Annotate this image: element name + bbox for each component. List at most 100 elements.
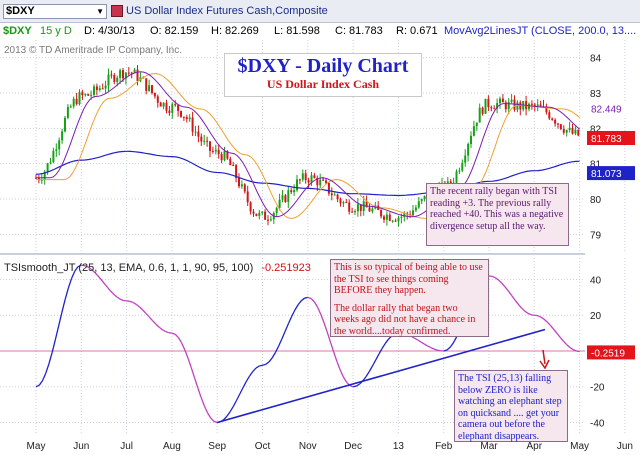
- candle-body: [255, 213, 258, 216]
- candle-body: [516, 102, 519, 110]
- tsi-segment: [420, 341, 425, 345]
- candle-body: [336, 194, 339, 200]
- candle-body: [362, 201, 365, 211]
- candle-body: [290, 190, 293, 193]
- candle-body: [43, 171, 46, 180]
- tsi-segment: [239, 387, 244, 395]
- candle-body: [197, 131, 200, 137]
- tsi-segment: [368, 365, 374, 372]
- y-tick-label-tsi: 40: [590, 275, 602, 286]
- candle-body: [261, 211, 264, 213]
- tsi-segment: [229, 405, 234, 413]
- label-ma-long-bg: [587, 166, 635, 181]
- candle-body: [136, 69, 139, 81]
- candle-body: [110, 74, 113, 76]
- candle-body: [342, 202, 345, 204]
- tsi-segment: [511, 295, 516, 301]
- annotation-tsi-typical-a: This is so typical of being able to use …: [334, 262, 483, 296]
- tsi-segment: [336, 361, 341, 371]
- candle-body: [423, 195, 426, 200]
- tsi-segment: [333, 351, 338, 362]
- candle-body: [528, 103, 530, 110]
- tsi-segment: [300, 297, 305, 302]
- candle-body: [470, 135, 472, 145]
- tsi-segment: [96, 274, 102, 280]
- y-tick-label-price: 81: [590, 160, 602, 171]
- candle-body: [313, 175, 316, 178]
- candle-body: [394, 220, 397, 222]
- candle-body: [507, 101, 510, 110]
- info-symbol: $DXY: [3, 25, 32, 37]
- tsi-trend-line: [216, 328, 546, 424]
- candle-body: [243, 184, 246, 192]
- candle-body: [200, 136, 203, 142]
- tsi-segment: [200, 396, 205, 406]
- tsi-segment: [501, 282, 506, 288]
- candle-body: [95, 86, 98, 90]
- tsi-segment: [329, 341, 335, 353]
- tsi-segment: [537, 315, 542, 318]
- tsi-segment: [135, 303, 140, 308]
- x-tick-label: Mar: [480, 441, 498, 452]
- x-tick-label: Jun: [73, 441, 89, 452]
- tsi-segment: [384, 338, 390, 344]
- tsi-segment: [177, 337, 183, 344]
- candle-body: [84, 94, 87, 96]
- candle-body: [281, 195, 284, 200]
- tsi-segment: [291, 309, 296, 317]
- tsi-segment: [93, 271, 98, 276]
- tsi-segment: [54, 325, 60, 340]
- tsi-segment: [517, 303, 522, 309]
- candle-body: [258, 212, 261, 216]
- candle-body: [322, 179, 325, 181]
- candle-body: [504, 102, 507, 110]
- tsi-segment: [527, 312, 532, 316]
- instrument-title: US Dollar Index Futures Cash,Composite: [126, 5, 328, 17]
- y-tick-label-tsi: 20: [590, 311, 602, 322]
- candle-body: [400, 216, 403, 218]
- candle-body: [104, 85, 107, 89]
- tsi-segment: [259, 364, 263, 367]
- candle-body: [316, 177, 319, 186]
- tsi-segment: [100, 278, 105, 284]
- candle-body: [55, 149, 58, 151]
- tsi-segment: [572, 349, 577, 352]
- candle-body: [116, 77, 119, 82]
- chevron-down-icon[interactable]: ▼: [96, 6, 104, 16]
- tsi-segment: [540, 316, 545, 320]
- panel-divider: [0, 253, 585, 255]
- copyright-text: 2013 © TD Ameritrade IP Company, Inc.: [4, 45, 183, 56]
- candle-body: [551, 118, 554, 120]
- label-ma-long: 81.073: [591, 169, 622, 180]
- candle-body: [174, 104, 177, 106]
- candle-body: [565, 129, 568, 133]
- candle-body: [188, 117, 191, 120]
- candle-body: [130, 72, 133, 74]
- toolbar: $DXY ▼ US Dollar Index Futures Cash,Comp…: [0, 0, 640, 23]
- candle-body: [98, 88, 101, 90]
- symbol-input[interactable]: $DXY ▼: [3, 3, 107, 19]
- tsi-segment: [268, 357, 273, 363]
- candle-body: [559, 124, 562, 130]
- tsi-segment: [307, 296, 312, 300]
- tsi-segment: [223, 415, 228, 421]
- tsi-segment: [553, 328, 558, 334]
- label-ma-short-bg: [587, 101, 635, 116]
- candle-body: [171, 104, 174, 113]
- tsi-segment: [271, 352, 276, 359]
- candle-body: [383, 216, 385, 220]
- candle-body: [296, 179, 298, 191]
- tsi-segment: [543, 318, 548, 323]
- candle-body: [78, 92, 81, 105]
- x-tick-label: Jul: [120, 441, 133, 452]
- candle-body: [449, 181, 452, 185]
- candle-body: [81, 92, 84, 96]
- candle-body: [284, 195, 287, 203]
- tsi-segment: [129, 300, 134, 304]
- tsi-segment: [51, 339, 57, 353]
- x-tick-label: Nov: [299, 441, 317, 452]
- candle-body: [287, 190, 290, 203]
- candle-body: [339, 199, 342, 204]
- candle-body: [330, 193, 333, 196]
